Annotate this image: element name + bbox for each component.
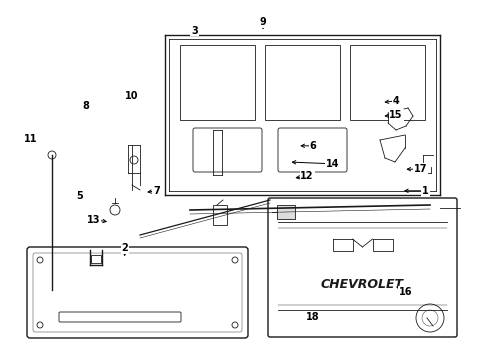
Bar [349, 45, 424, 120]
Circle shape [231, 257, 238, 263]
Text: 13: 13 [87, 215, 101, 225]
FancyBboxPatch shape [193, 128, 262, 172]
Text: 18: 18 [305, 312, 319, 322]
Circle shape [231, 322, 238, 328]
Text: 7: 7 [153, 186, 160, 196]
FancyBboxPatch shape [27, 247, 247, 338]
Bar [264, 45, 339, 120]
Circle shape [415, 304, 443, 332]
Bar [213, 205, 226, 225]
Text: 2: 2 [121, 243, 128, 253]
Circle shape [48, 276, 55, 284]
Circle shape [48, 287, 55, 293]
Circle shape [110, 205, 120, 215]
Bar [180, 45, 254, 120]
Circle shape [48, 151, 56, 159]
FancyBboxPatch shape [278, 128, 346, 172]
Text: 12: 12 [300, 171, 313, 181]
Text: 14: 14 [325, 159, 339, 169]
Text: 16: 16 [398, 287, 412, 297]
Text: 15: 15 [388, 110, 402, 120]
Text: 17: 17 [413, 164, 427, 174]
Text: CHEVROLET: CHEVROLET [320, 279, 403, 292]
Text: 8: 8 [82, 101, 89, 111]
Text: 6: 6 [309, 141, 316, 151]
Bar [91, 255, 101, 263]
FancyBboxPatch shape [59, 312, 181, 322]
Text: 4: 4 [392, 96, 399, 106]
Text: 9: 9 [259, 17, 266, 27]
Text: 3: 3 [191, 26, 198, 36]
Circle shape [421, 310, 437, 326]
Text: 1: 1 [421, 186, 428, 196]
Text: 5: 5 [76, 191, 83, 201]
FancyBboxPatch shape [267, 198, 456, 337]
Circle shape [130, 156, 138, 164]
Circle shape [37, 322, 43, 328]
Circle shape [37, 257, 43, 263]
Text: 10: 10 [125, 91, 139, 102]
Text: 11: 11 [24, 134, 38, 144]
Bar [276, 205, 294, 219]
